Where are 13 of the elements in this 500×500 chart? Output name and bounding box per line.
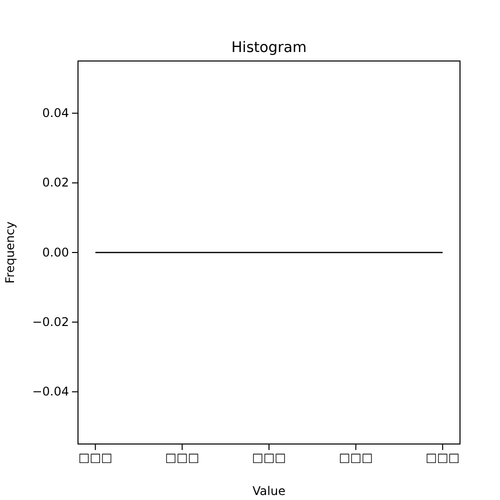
y-tick-label: 0.04 [42,106,69,120]
chart-title: Histogram [231,40,307,56]
x-tick-label: □□□ [165,450,200,465]
y-tick-label: 0.00 [42,245,69,260]
y-tick-label: −0.02 [32,314,69,329]
x-axis-title: Value [252,484,286,498]
y-axis-title: Frequency [3,222,17,284]
x-tick-label: □□□ [426,450,460,465]
x-tick-label: □□□ [78,450,112,465]
y-tick-label: −0.04 [32,384,69,399]
y-tick-label: 0.02 [42,176,69,190]
x-tick-label: □□□ [338,450,373,465]
x-tick-label: □□□ [252,450,286,465]
